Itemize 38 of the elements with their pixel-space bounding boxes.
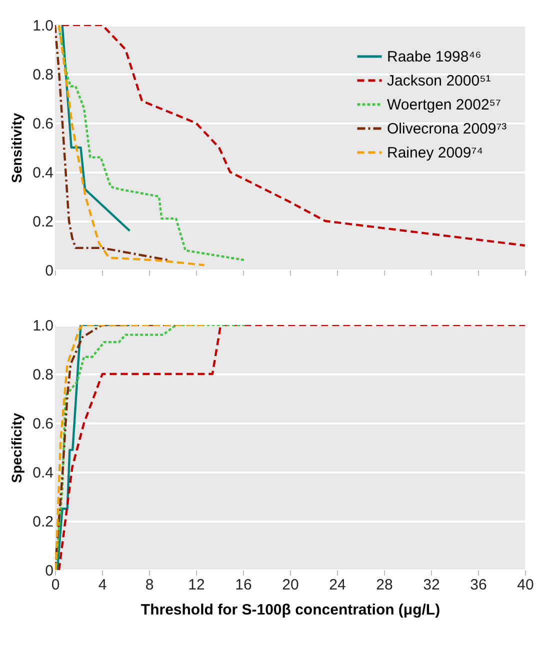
y-tick-label: 1.0 <box>32 18 54 34</box>
line-series <box>61 25 131 232</box>
x-tick-label: 36 <box>470 576 487 594</box>
x-tick-label: 24 <box>329 576 346 594</box>
y-axis-title: Sensitivity <box>8 112 25 184</box>
line-series <box>58 325 525 570</box>
y-tick-label: 0.2 <box>32 214 54 230</box>
y-tick-label: 0.4 <box>32 464 54 482</box>
x-tick-label: 32 <box>423 576 440 594</box>
y-tick-label: 0 <box>45 262 54 280</box>
y-tick-label: 0 <box>45 562 54 580</box>
legend-label: Rainey 2009⁷⁴ <box>387 144 484 162</box>
x-tick-label: 16 <box>235 576 252 594</box>
y-tick-label: 0.2 <box>32 514 54 530</box>
y-tick-label: 0.6 <box>32 416 54 432</box>
x-axis-title: Threshold for S-100β concentration (μg/L) <box>140 602 440 618</box>
line-series <box>55 25 170 262</box>
legend-label: Olivecrona 2009⁷³ <box>387 120 507 138</box>
line-series <box>58 26 246 262</box>
y-tick-label: 0.4 <box>32 164 54 182</box>
line-series <box>55 325 206 570</box>
y-axis-title: Specificity <box>8 412 25 484</box>
x-tick-label: 12 <box>188 576 205 594</box>
y-tick-label: 0.6 <box>32 116 54 132</box>
line-series <box>60 25 525 247</box>
x-tick-label: 4 <box>98 576 107 594</box>
y-tick-label: 1.0 <box>32 318 54 334</box>
legend-label: Woertgen 2002⁵⁷ <box>387 96 501 114</box>
legend-label: Raabe 1998⁴⁶ <box>387 48 482 66</box>
x-tick-label: 20 <box>282 576 299 594</box>
x-tick-label: 28 <box>376 576 393 594</box>
line-series <box>56 325 131 570</box>
x-tick-label: 8 <box>145 576 154 594</box>
x-tick-label: 40 <box>517 576 534 594</box>
line-series <box>58 25 206 266</box>
y-tick-label: 0.8 <box>32 66 54 84</box>
legend-label: Jackson 2000⁵¹ <box>387 72 491 90</box>
y-tick-label: 0.8 <box>32 366 54 384</box>
